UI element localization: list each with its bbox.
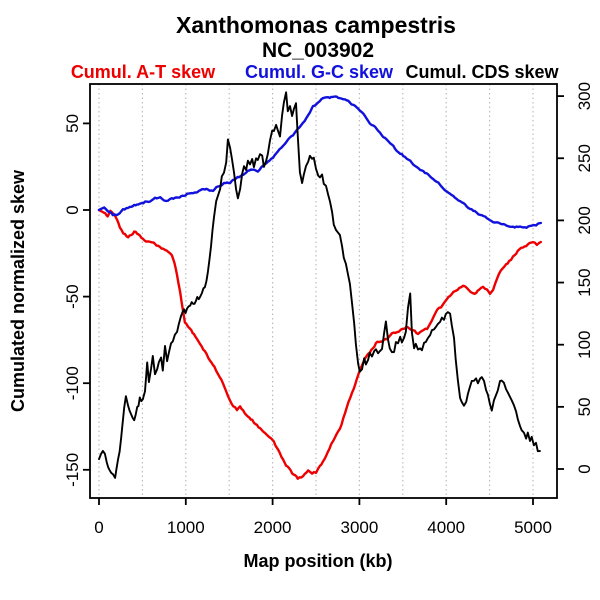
right-tick-label: 50 (575, 397, 594, 416)
gc-skew-curve (97, 95, 542, 229)
right-tick-label: 100 (575, 331, 594, 359)
right-tick-label: 250 (575, 144, 594, 172)
cds-skew-curve (98, 91, 541, 479)
x-tick-label: 2000 (254, 518, 292, 537)
left-tick-label: -150 (63, 453, 82, 487)
legend-label-at-skew: Cumul. A-T skew (71, 62, 216, 82)
x-tick-label: 4000 (427, 518, 465, 537)
x-tick-label: 0 (94, 518, 103, 537)
left-tick-label: 0 (63, 205, 82, 214)
left-axis-ticks: 50 0 -50 -100 -150 (63, 114, 90, 487)
left-tick-label: 50 (63, 114, 82, 133)
x-axis-label: Map position (kb) (244, 551, 393, 571)
left-tick-label: -100 (63, 366, 82, 400)
right-tick-label: 200 (575, 206, 594, 234)
y-axis-label: Cumulated normalized skew (8, 169, 28, 412)
legend-label-gc-skew: Cumul. G-C skew (245, 62, 394, 82)
x-tick-label: 1000 (167, 518, 205, 537)
right-tick-label: 150 (575, 268, 594, 296)
x-axis-ticks: 0 1000 2000 3000 4000 5000 (94, 498, 552, 537)
chart-subtitle: NC_003902 (262, 39, 374, 62)
right-tick-label: 300 (575, 82, 594, 110)
legend-label-cds-skew: Cumul. CDS skew (405, 62, 559, 82)
at-skew-curve (97, 208, 542, 480)
right-tick-label: 0 (575, 464, 594, 473)
left-tick-label: -50 (63, 284, 82, 309)
right-axis-ticks: 0 50 100 150 200 250 300 (557, 82, 594, 474)
plot-frame (89, 83, 558, 499)
curves (97, 91, 542, 480)
x-tick-label: 5000 (514, 518, 552, 537)
gridlines (98, 84, 534, 498)
chart-title: Xanthomonas campestris (176, 12, 456, 38)
x-tick-label: 3000 (340, 518, 378, 537)
